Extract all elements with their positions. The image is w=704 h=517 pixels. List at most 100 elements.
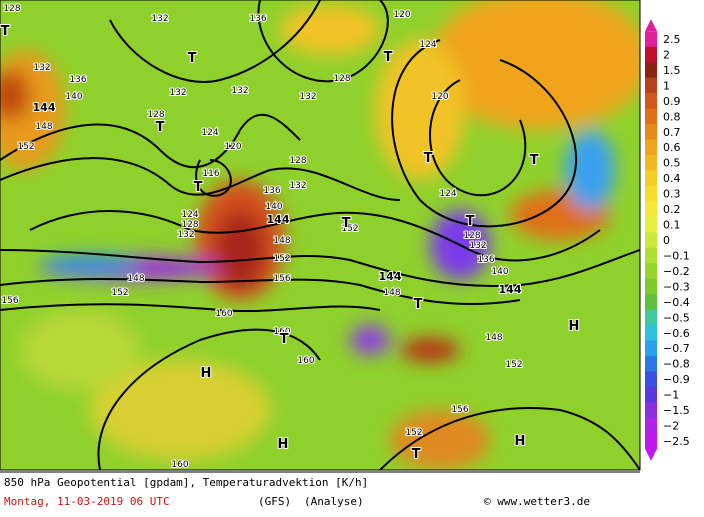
legend-swatch (645, 340, 657, 357)
pressure-center: H (278, 437, 289, 452)
footer-model: (GFS) (258, 495, 291, 508)
legend-label: −0.3 (663, 280, 690, 293)
legend-label: −1 (663, 389, 679, 402)
footer: 850 hPa Geopotential [gpdam], Temperatur… (0, 471, 640, 508)
contour-label: 124 (439, 189, 456, 199)
contour-label: 136 (477, 255, 494, 265)
pressure-center: T (194, 180, 203, 195)
contour-label: 160 (215, 309, 232, 319)
legend-swatch (645, 294, 657, 311)
contour-label: 144 (499, 283, 522, 296)
contour-label: 132 (177, 230, 194, 240)
legend-swatch (645, 201, 657, 218)
pressure-center: T (530, 153, 539, 168)
pressure-center: T (342, 216, 351, 231)
contour-label: 136 (263, 186, 280, 196)
legend-cap-top (645, 19, 657, 32)
legend-swatch (645, 46, 657, 63)
contour-label: 148 (127, 274, 144, 284)
contour-label: 140 (491, 267, 508, 277)
contour-label: 156 (273, 274, 290, 284)
pressure-center: T (424, 151, 433, 166)
legend-swatch (645, 371, 657, 388)
legend-label: −0.5 (663, 311, 690, 324)
pressure-center: T (156, 120, 165, 135)
legend-swatch (645, 93, 657, 110)
contour-label: 144 (379, 270, 402, 283)
contour-label: 152 (17, 142, 34, 152)
contour-label: 128 (289, 156, 306, 166)
legend-label: 0.6 (663, 141, 681, 154)
legend-swatch (645, 62, 657, 79)
contour-label: 120 (393, 10, 410, 20)
contour-label: 128 (3, 4, 20, 14)
contour-label: 148 (273, 236, 290, 246)
contour-label: 136 (249, 14, 266, 24)
legend-label: −0.7 (663, 342, 690, 355)
contours (0, 0, 640, 470)
contour-label: 140 (265, 202, 282, 212)
legend-label: 0.7 (663, 126, 681, 139)
pressure-center: H (569, 319, 580, 334)
contour-label: 156 (451, 405, 468, 415)
contour-label: 152 (273, 254, 290, 264)
contour-label: 132 (469, 241, 486, 251)
legend-cap-bottom (645, 448, 657, 461)
legend-label: 0.4 (663, 172, 681, 185)
contour-label: 144 (33, 101, 56, 114)
legend-label: −0.2 (663, 265, 690, 278)
legend-label: −0.8 (663, 358, 690, 371)
pressure-center: T (188, 51, 197, 66)
contour-label: 144 (267, 213, 290, 226)
legend-label: 2 (663, 48, 670, 61)
footer-title: 850 hPa Geopotential [gpdam], Temperatur… (4, 476, 368, 489)
legend-swatch (645, 309, 657, 326)
legend-label: −0.4 (663, 296, 690, 309)
contour-label: 156 (1, 296, 18, 306)
legend-label: 2.5 (663, 33, 681, 46)
legend-label: 0.2 (663, 203, 681, 216)
contour-label: 128 (147, 110, 164, 120)
legend-label: −2 (663, 420, 679, 433)
legend-swatch (645, 124, 657, 140)
contour-label: 132 (231, 86, 248, 96)
contour-label: 160 (171, 460, 188, 470)
contour-label: 124 (419, 40, 436, 50)
legend-label: −0.6 (663, 327, 690, 340)
legend-swatch (645, 216, 657, 233)
pressure-center: T (414, 297, 423, 312)
contour-label: 132 (169, 88, 186, 98)
contour-label: 148 (35, 122, 52, 132)
legend-swatch (645, 433, 657, 450)
footer-run: (Analyse) (304, 495, 364, 508)
contour-label: 152 (341, 224, 358, 234)
contour-label: 148 (383, 288, 400, 298)
legend-label: 0 (663, 234, 670, 247)
legend-label: 0.8 (663, 110, 681, 123)
contour-label: 116 (202, 169, 219, 179)
pressure-center: T (412, 447, 421, 462)
legend-swatch (645, 402, 657, 419)
legend-label: 1 (663, 79, 670, 92)
legend-label: 0.1 (663, 219, 681, 232)
legend-swatch (645, 77, 657, 94)
contour-label: 132 (33, 63, 50, 73)
map-frame (0, 0, 641, 471)
pressure-center: T (1, 24, 10, 39)
contour-label: 120 (431, 92, 448, 102)
legend-label: 1.5 (663, 64, 681, 77)
legend-swatch (645, 154, 657, 171)
contour-label: 140 (65, 92, 82, 102)
footer-credit: © www.wetter3.de (484, 495, 590, 508)
legend-label: −0.9 (663, 373, 690, 386)
legend-swatch (645, 108, 657, 125)
legend-label: −0.1 (663, 249, 690, 262)
legend-swatch (645, 417, 657, 434)
contour-label: 124 (201, 128, 218, 138)
contour-label: 152 (405, 428, 422, 438)
legend-label: −1.5 (663, 404, 690, 417)
legend-swatch (645, 355, 657, 372)
contour-label: 148 (485, 333, 502, 343)
legend-label: −2.5 (663, 435, 690, 448)
